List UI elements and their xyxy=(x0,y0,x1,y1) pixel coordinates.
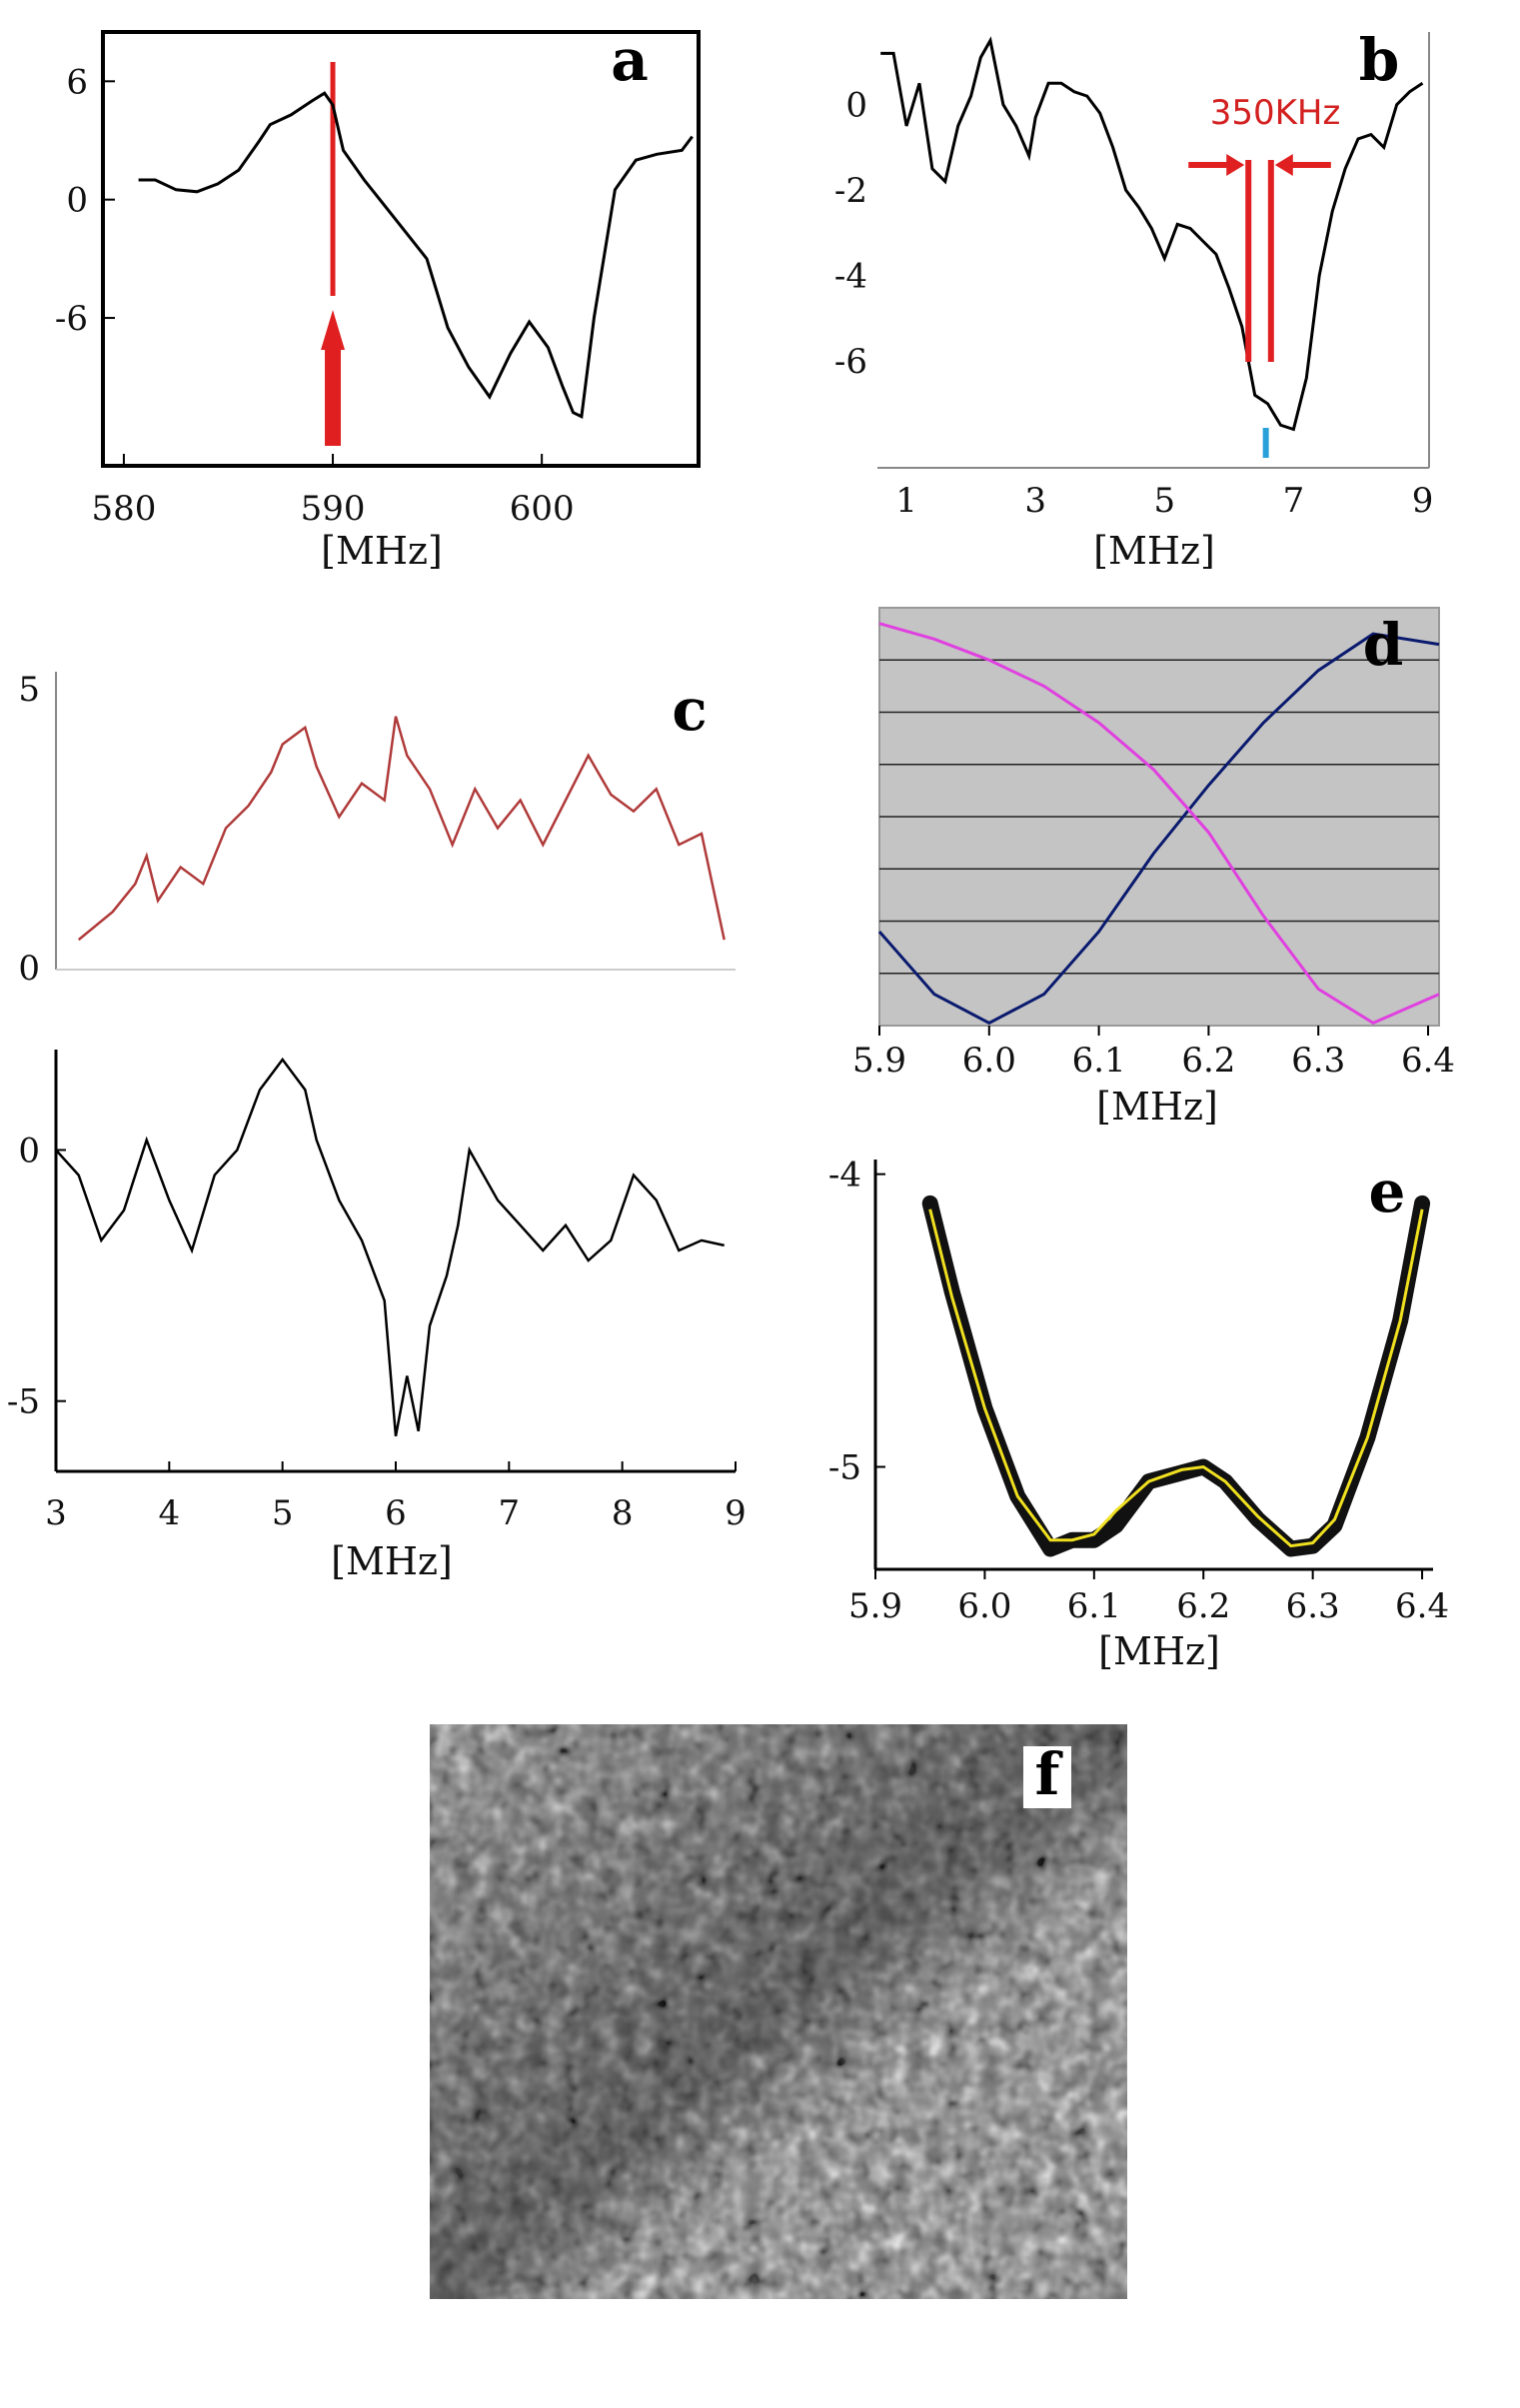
panel-e-series-fit xyxy=(928,1208,1424,1548)
panel-c-top-ytick-label: 0 xyxy=(18,949,40,989)
panel-e-xtick-label: 5.9 xyxy=(848,1586,902,1626)
panel-c-bottom-ytick-label: -5 xyxy=(7,1382,40,1422)
panel-b-xtick-label: 7 xyxy=(1283,481,1305,521)
panel-e-xtick-label: 6.0 xyxy=(957,1586,1011,1626)
panel-c-label: c xyxy=(672,676,707,744)
panel-b-ytick-label: -2 xyxy=(834,171,867,211)
panel-c-xtick-label: 7 xyxy=(499,1493,521,1533)
panel-a-ytick-label: -6 xyxy=(55,299,88,339)
panel-a-ytick-label: 6 xyxy=(66,62,88,102)
panel-f-label-box xyxy=(1023,1746,1071,1808)
panel-a-x-ticks: 580 590 600 xyxy=(91,454,575,529)
panel-c-xtick-label: 8 xyxy=(612,1493,634,1533)
panel-d-xlabel: [MHz] xyxy=(1096,1085,1218,1129)
panel-d-xtick-label: 6.4 xyxy=(1401,1041,1455,1081)
panel-a-xlabel: [MHz] xyxy=(321,529,443,573)
panel-d-series-magenta xyxy=(878,622,1440,1026)
panel-b-xtick-label: 1 xyxy=(895,481,917,521)
panel-a-label: a xyxy=(611,26,649,94)
panel-d-gridlines xyxy=(879,659,1439,975)
panel-b-xtick-label: 9 xyxy=(1412,481,1434,521)
panel-b-ytick-label: 0 xyxy=(845,86,867,126)
panel-a-marker-arrow xyxy=(321,310,346,446)
panel-b-ytick-label: -6 xyxy=(834,342,867,382)
panel-f: f xyxy=(430,1724,1127,2299)
panel-b-y-ticks: 0 -2 -4 -6 xyxy=(834,86,867,382)
panel-e-y-ticks: -4 -5 xyxy=(828,1156,885,1488)
panel-a-series xyxy=(138,91,694,419)
panel-c-xtick-label: 9 xyxy=(725,1493,747,1533)
panel-b-series xyxy=(880,36,1424,432)
panel-e: -4 -5 5.9 6.0 6.1 6.2 6.3 6.4 e [MHz] xyxy=(828,1156,1449,1673)
panel-c-xtick-label: 6 xyxy=(385,1493,407,1533)
panel-a-xtick-label: 580 xyxy=(91,489,156,529)
panel-c-xtick-label: 3 xyxy=(45,1493,67,1533)
panel-d-xtick-label: 6.3 xyxy=(1291,1041,1345,1081)
annotation-arrow-left-head xyxy=(1226,154,1245,176)
panel-e-xlabel: [MHz] xyxy=(1098,1629,1220,1673)
panel-d-xtick-label: 6.2 xyxy=(1181,1041,1235,1081)
panel-d-xtick-label: 6.1 xyxy=(1072,1041,1126,1081)
panel-c-xlabel: [MHz] xyxy=(331,1539,453,1583)
panel-a-ytick-label: 0 xyxy=(66,181,88,221)
panel-d-xtick-label: 6.0 xyxy=(962,1041,1016,1081)
panel-d-label: d xyxy=(1363,611,1404,679)
panel-b-ytick-label: -4 xyxy=(834,257,867,297)
panel-c-xtick-label: 5 xyxy=(272,1493,294,1533)
panel-b-xtick-label: 3 xyxy=(1024,481,1046,521)
panel-e-xtick-label: 6.4 xyxy=(1395,1586,1449,1626)
panel-e-x-ticks: 5.9 6.0 6.1 6.2 6.3 6.4 xyxy=(848,1569,1449,1626)
panel-d-series-navy xyxy=(877,632,1440,1026)
panel-e-label: e xyxy=(1369,1158,1406,1225)
panel-c-series-top xyxy=(77,716,726,942)
panel-c-x-ticks: 3 4 5 6 7 8 9 xyxy=(45,1461,747,1533)
panel-e-ytick-label: -5 xyxy=(828,1448,861,1488)
panel-a-xtick-label: 600 xyxy=(510,489,575,529)
panel-b: 0 -2 -4 -6 1 3 5 7 9 350KHz b [MHz] xyxy=(834,26,1433,573)
panel-e-xtick-label: 6.2 xyxy=(1176,1586,1230,1626)
panel-c-bottom-ticks: 0 -5 xyxy=(7,1131,66,1422)
panel-c-top-ytick-label: 5 xyxy=(18,670,40,710)
panel-b-xlabel: [MHz] xyxy=(1093,529,1215,573)
panel-c-top-ticks: 50 xyxy=(18,670,40,989)
panel-b-annotation-text: 350KHz xyxy=(1210,93,1341,133)
panel-a-y-ticks: 6 0 -6 xyxy=(55,62,115,339)
panel-d: 5.9 6.0 6.1 6.2 6.3 6.4 d [MHz] xyxy=(852,607,1455,1129)
panel-b-label: b xyxy=(1359,26,1400,94)
panel-e-series-data xyxy=(921,1195,1431,1557)
panel-c-bottom-ytick-label: 0 xyxy=(18,1131,40,1171)
panel-a-frame xyxy=(101,30,701,468)
panel-e-ytick-label: -4 xyxy=(828,1156,861,1196)
panel-e-xtick-label: 6.1 xyxy=(1067,1586,1121,1626)
panel-a: 6 0 -6 580 590 600 a [MHz] xyxy=(55,26,701,573)
panel-b-annotation xyxy=(1188,154,1331,458)
panel-b-x-ticks: 1 3 5 7 9 xyxy=(895,481,1434,521)
panel-e-xtick-label: 6.3 xyxy=(1286,1586,1340,1626)
panel-d-xtick-label: 5.9 xyxy=(852,1041,906,1081)
panel-c-xtick-label: 4 xyxy=(159,1493,181,1533)
panel-d-x-ticks: 5.9 6.0 6.1 6.2 6.3 6.4 xyxy=(852,1026,1455,1081)
panel-f-image-shading xyxy=(430,1724,1127,2299)
panel-b-xtick-label: 5 xyxy=(1153,481,1175,521)
panel-a-xtick-label: 590 xyxy=(301,489,366,529)
annotation-arrow-right-head xyxy=(1274,154,1293,176)
panel-c-series-bottom xyxy=(55,1057,725,1437)
panel-f-label: f xyxy=(1035,1740,1064,1808)
